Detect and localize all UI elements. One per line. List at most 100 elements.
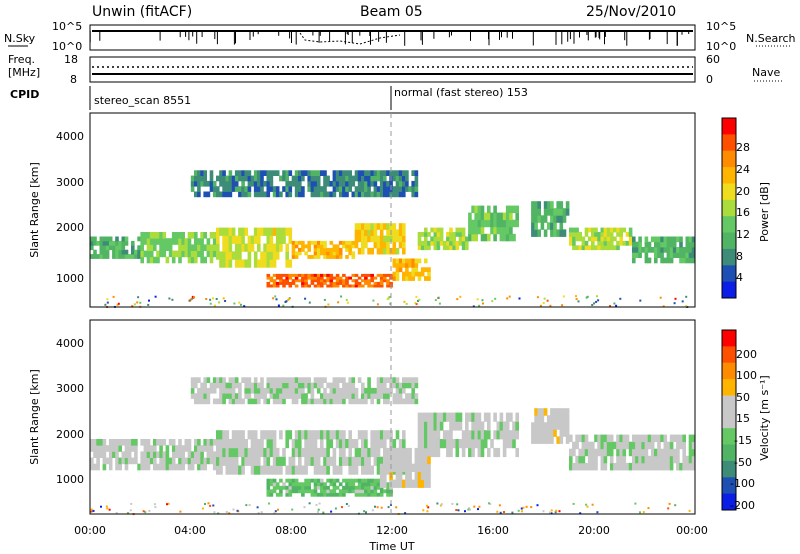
velocity-heatmap-cell xyxy=(316,430,321,440)
velocity-speckle-cell xyxy=(554,511,557,514)
power-heatmap-cell xyxy=(465,240,469,246)
power-heatmap-cell xyxy=(115,240,119,246)
velocity-heatmap-cell xyxy=(383,377,387,383)
velocity-heatmap-cell xyxy=(225,382,230,389)
velocity-heatmap-cell xyxy=(342,377,346,383)
velocity-heatmap-cell xyxy=(474,421,478,431)
power-heatmap-cell xyxy=(149,238,154,245)
velocity-heatmap-cell xyxy=(468,447,472,458)
power-heatmap-cell xyxy=(102,236,107,242)
power-heatmap-cell xyxy=(323,191,327,198)
velocity-heatmap-cell xyxy=(244,377,248,383)
power-heatmap-cell xyxy=(335,273,340,277)
power-heatmap-cell xyxy=(594,245,598,251)
velocity-heatmap-cell xyxy=(351,482,356,487)
power-heatmap-cell xyxy=(162,250,167,258)
velocity-speckle-cell xyxy=(467,508,470,511)
velocity-heatmap-cell xyxy=(260,465,264,475)
velocity-heatmap-cell xyxy=(660,462,664,471)
velocity-heatmap-cell xyxy=(376,439,381,449)
power-speckle-cell xyxy=(168,297,171,300)
velocity-heatmap-cell xyxy=(373,482,378,487)
power-heatmap-cell xyxy=(345,191,349,198)
power-speckle-cell xyxy=(575,298,578,301)
velocity-heatmap-cell xyxy=(228,447,233,458)
power-heatmap-cell xyxy=(376,175,381,182)
power-heatmap-cell xyxy=(326,247,330,252)
power-heatmap-cell xyxy=(351,180,356,187)
velocity-heatmap-cell xyxy=(171,463,176,471)
velocity-speckle-cell xyxy=(395,506,398,509)
power-heatmap-cell xyxy=(417,240,422,246)
velocity-heatmap-cell xyxy=(165,451,170,458)
velocity-heatmap-cell xyxy=(332,398,337,405)
velocity-heatmap-cell xyxy=(282,382,286,389)
power-heatmap-cell xyxy=(660,252,664,258)
velocity-heatmap-cell xyxy=(263,456,267,466)
power-heatmap-cell xyxy=(282,170,286,176)
velocity-heatmap-cell xyxy=(269,377,274,383)
velocity-heatmap-cell xyxy=(688,462,693,471)
velocity-heatmap-cell xyxy=(304,456,308,466)
power-heatmap-cell xyxy=(238,259,242,268)
power-heatmap-cell xyxy=(184,238,189,245)
power-heatmap-cell xyxy=(329,279,334,283)
velocity-heatmap-cell xyxy=(260,447,264,458)
velocity-heatmap-cell xyxy=(619,441,623,450)
velocity-heatmap-cell xyxy=(587,455,592,464)
power-heatmap-cell xyxy=(468,226,472,235)
power-heatmap-cell xyxy=(628,227,633,233)
power-heatmap-cell xyxy=(257,180,261,187)
velocity-heatmap-cell xyxy=(298,393,302,399)
power-heatmap-cell xyxy=(228,251,233,260)
velocity-colorbar-segment xyxy=(722,362,736,380)
power-heatmap-cell xyxy=(357,284,362,288)
velocity-heatmap-cell xyxy=(408,377,412,383)
velocity-speckle-cell xyxy=(464,510,466,513)
velocity-heatmap-cell xyxy=(427,412,431,422)
power-heatmap-cell xyxy=(206,191,211,198)
velocity-heatmap-cell xyxy=(332,485,337,490)
velocity-heatmap-cell xyxy=(386,492,390,497)
power-heatmap-cell xyxy=(338,247,343,252)
velocity-heatmap-cell xyxy=(420,439,425,449)
power-heatmap-cell xyxy=(600,245,605,251)
power-heatmap-cell xyxy=(439,232,444,237)
power-heatmap-cell xyxy=(644,257,649,264)
velocity-heatmap-cell xyxy=(446,430,450,440)
power-heatmap-cell xyxy=(477,219,482,228)
velocity-heatmap-cell xyxy=(279,489,283,494)
power-heatmap-cell xyxy=(609,227,614,233)
power-speckle-cell xyxy=(308,301,311,304)
power-heatmap-cell xyxy=(146,256,151,264)
power-heatmap-cell xyxy=(335,281,340,285)
velocity-heatmap-cell xyxy=(357,485,362,490)
power-heatmap-cell xyxy=(534,201,538,209)
power-heatmap-cell xyxy=(364,170,368,176)
power-heatmap-cell xyxy=(597,245,601,251)
velocity-heatmap-cell xyxy=(628,462,633,471)
power-heatmap-cell xyxy=(282,273,286,277)
velocity-heatmap-cell xyxy=(452,412,456,422)
velocity-heatmap-cell xyxy=(354,398,359,405)
xtick-1600: 16:00 xyxy=(477,524,509,537)
velocity-heatmap-cell xyxy=(250,387,255,394)
velocity-heatmap-cell xyxy=(477,430,482,440)
power-heatmap-cell xyxy=(301,279,305,283)
velocity-heatmap-cell xyxy=(650,441,655,450)
velocity-heatmap-cell xyxy=(310,430,315,440)
power-heatmap-cell xyxy=(515,205,519,214)
velocity-heatmap-cell xyxy=(348,398,352,405)
power-heatmap-cell xyxy=(657,247,661,253)
velocity-heatmap-cell xyxy=(603,448,608,457)
power-heatmap-cell xyxy=(206,244,211,251)
power-heatmap-cell xyxy=(405,186,409,192)
velocity-speckle-cell xyxy=(204,503,206,505)
power-heatmap-cell xyxy=(197,170,201,176)
velocity-heatmap-cell xyxy=(275,398,280,405)
velocity-speckle-cell xyxy=(639,511,641,514)
power-heatmap-cell xyxy=(342,180,346,187)
power-heatmap-cell xyxy=(266,276,271,280)
velocity-heatmap-cell xyxy=(575,455,579,464)
freq-unit: [MHz] xyxy=(8,66,40,79)
